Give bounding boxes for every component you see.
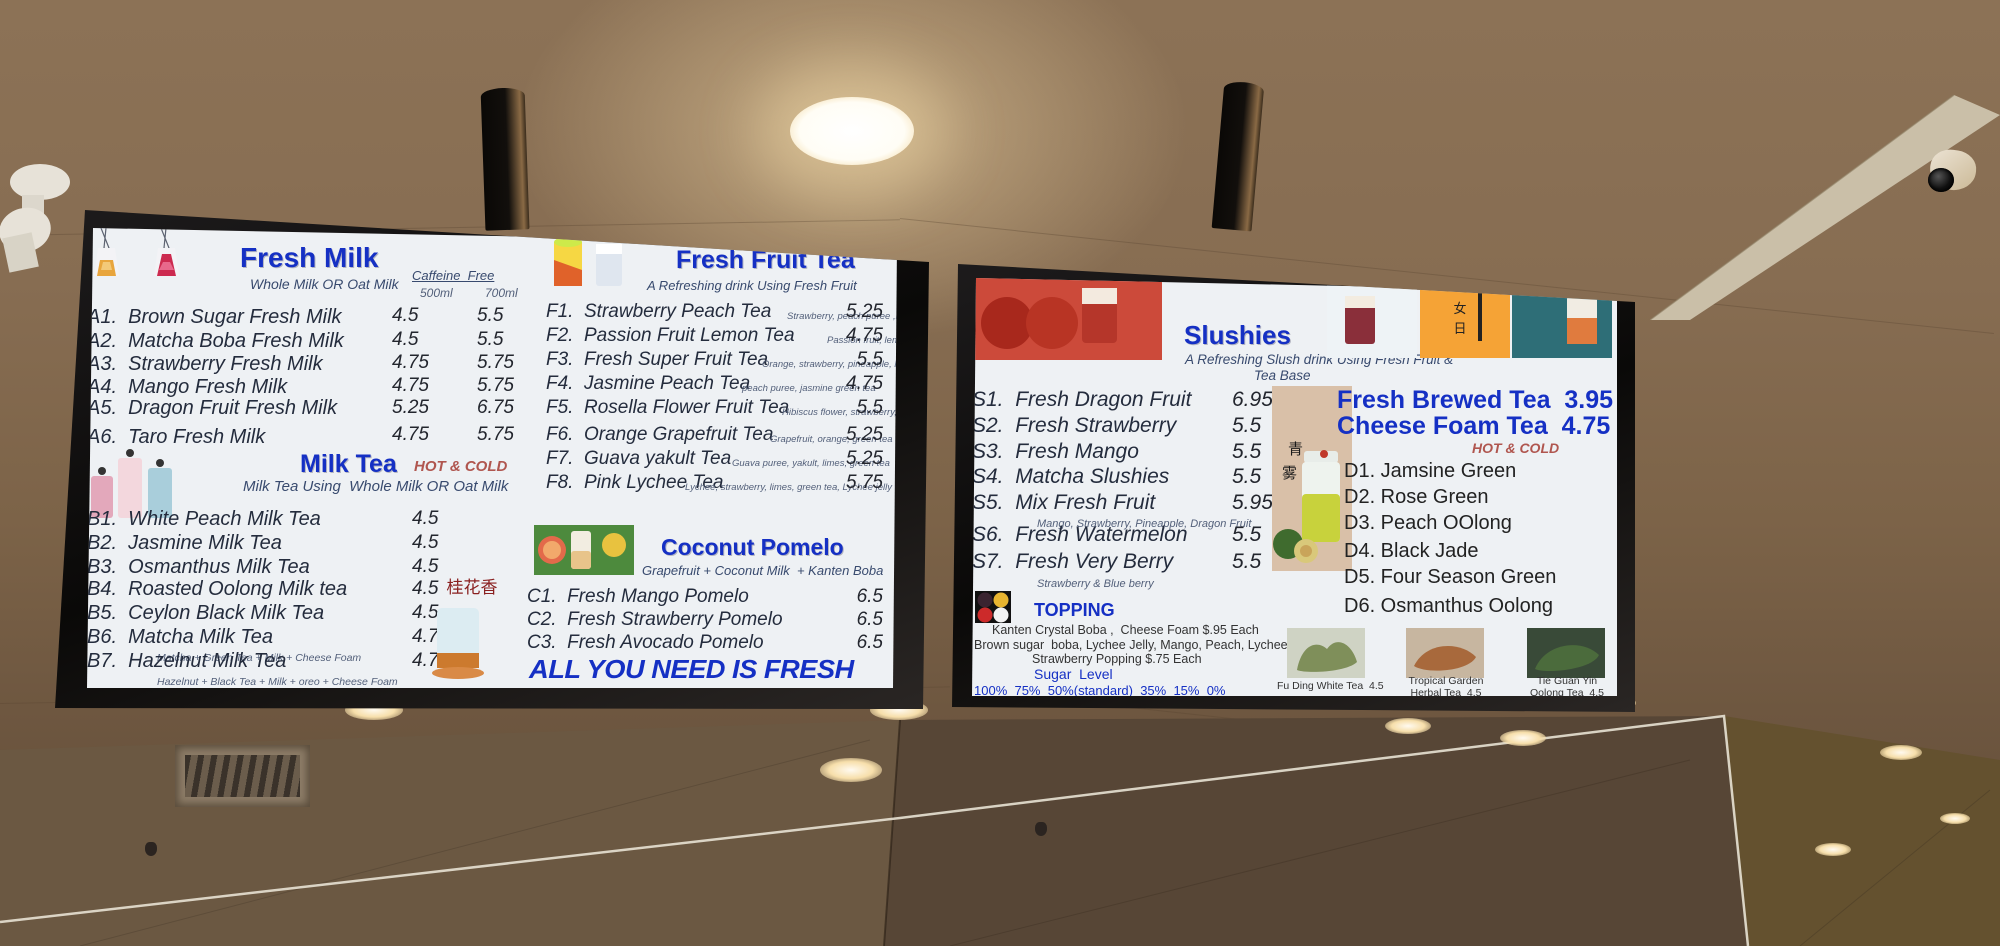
svg-text:女: 女: [1453, 301, 1466, 316]
svg-text:桂花香: 桂花香: [447, 578, 498, 597]
svg-text:青: 青: [1288, 441, 1303, 458]
svg-text:日: 日: [1453, 321, 1466, 336]
svg-text:雾: 雾: [1282, 465, 1297, 482]
